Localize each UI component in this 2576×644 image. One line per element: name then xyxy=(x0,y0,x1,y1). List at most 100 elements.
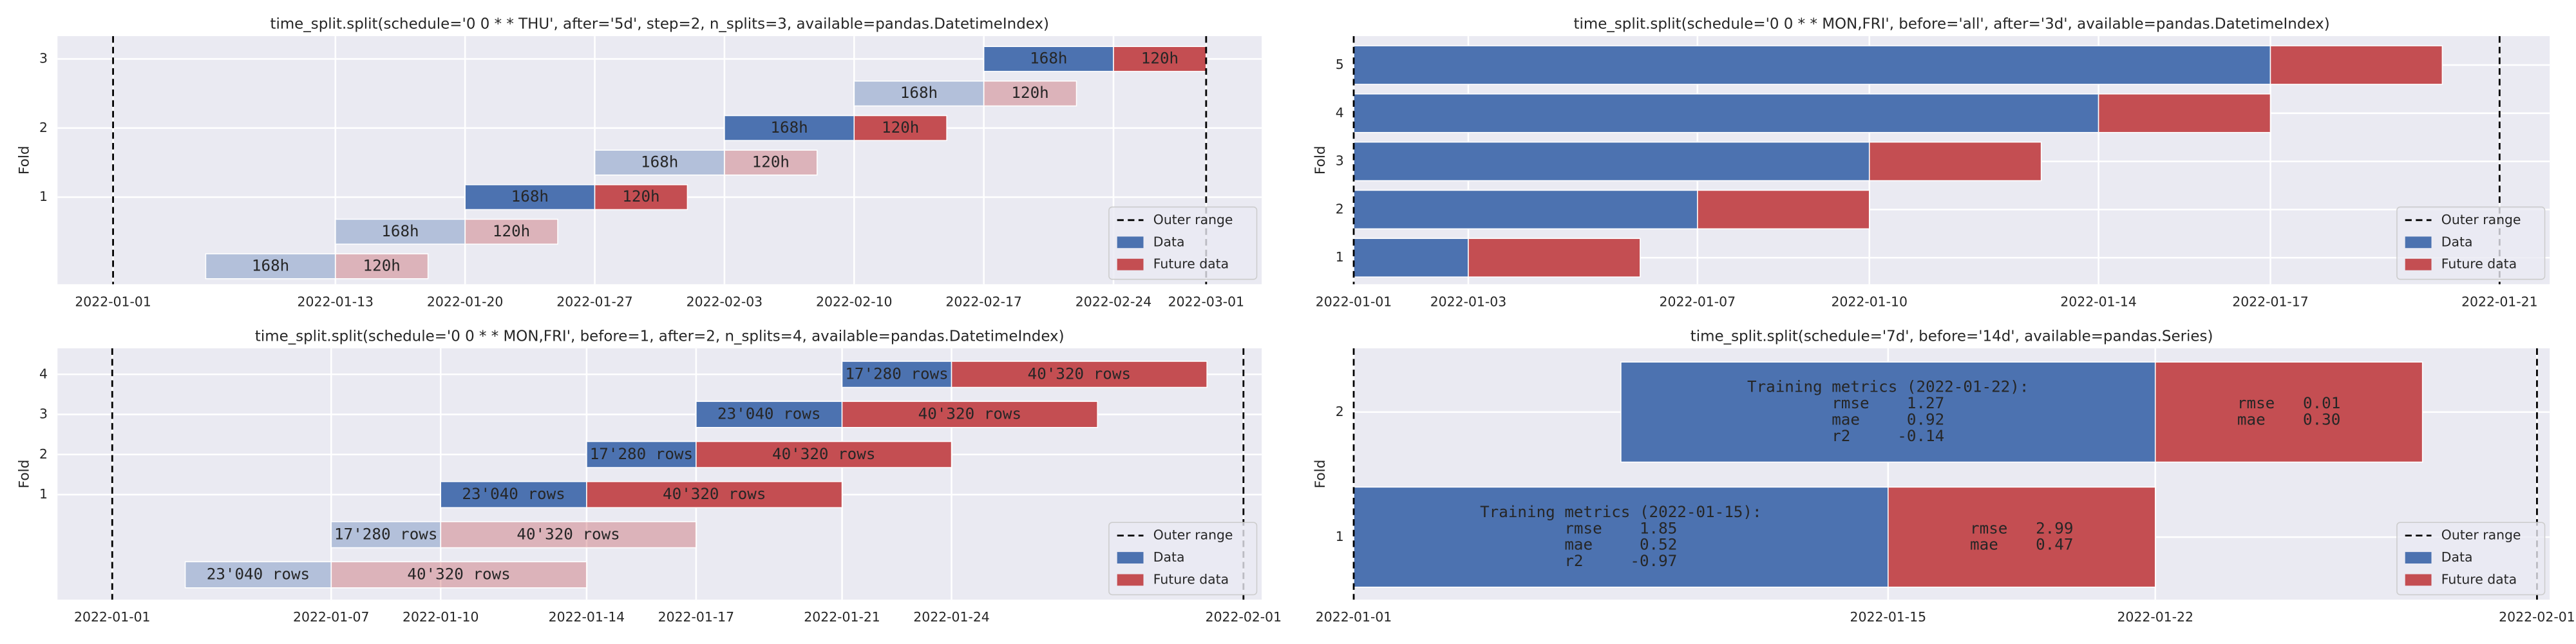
bar-label: r2 -0.97 xyxy=(1480,552,1677,570)
bar xyxy=(1353,45,2271,85)
x-tick-label: 2022-01-07 xyxy=(1660,294,1736,309)
bar-label: rmse 1.27 xyxy=(1747,394,1944,412)
y-axis-label: Fold xyxy=(1312,146,1329,175)
x-tick-label: 2022-01-21 xyxy=(2461,294,2538,309)
bar xyxy=(440,521,697,549)
chart-title: time_split.split(schedule='0 0 * * MON,F… xyxy=(1574,16,2330,33)
x-tick-label: 2022-01-01 xyxy=(1316,294,1392,309)
y-tick-label: 2 xyxy=(1336,404,1344,419)
bar-label: 168h xyxy=(1030,50,1067,68)
y-tick-label: 1 xyxy=(39,189,48,204)
y-tick-label: 1 xyxy=(39,486,48,502)
bar-label: 40'320 rows xyxy=(1028,365,1131,383)
x-tick-label: 2022-01-21 xyxy=(804,609,880,625)
bar xyxy=(853,115,947,141)
x-tick-label: 2022-01-01 xyxy=(74,609,151,625)
legend-label: Outer range xyxy=(2441,527,2521,543)
x-tick-label: 2022-01-13 xyxy=(298,294,374,309)
bar xyxy=(1468,238,1641,278)
bar-label: 23'040 rows xyxy=(717,405,820,423)
legend-label: Data xyxy=(2441,549,2473,565)
legend-label: Data xyxy=(1153,549,1185,565)
bar-label: rmse 0.01 xyxy=(2237,394,2340,412)
legend-box xyxy=(1108,522,1258,596)
bar-label: rmse 1.85 xyxy=(1480,519,1677,537)
plot-background xyxy=(57,36,1262,285)
bar xyxy=(594,184,688,211)
legend-label: Future data xyxy=(1153,572,1229,587)
x-tick-label: 2022-02-01 xyxy=(1206,609,1282,625)
bar xyxy=(464,218,558,245)
y-tick-label: 2 xyxy=(39,120,48,135)
bar xyxy=(724,149,818,176)
legend-swatch xyxy=(1117,258,1144,270)
bar-label: 40'320 rows xyxy=(407,565,510,583)
y-axis-label: Fold xyxy=(16,146,32,175)
bar-label: 17'280 rows xyxy=(334,525,437,543)
x-tick-label: 2022-01-10 xyxy=(1831,294,1908,309)
bar-label: 40'320 rows xyxy=(663,485,766,503)
chart-title: time_split.split(schedule='0 0 * * THU',… xyxy=(270,16,1049,33)
y-tick-label: 1 xyxy=(1336,249,1344,265)
bar xyxy=(841,361,952,388)
legend-label: Future data xyxy=(2441,256,2517,272)
y-tick-label: 3 xyxy=(1336,153,1344,169)
bar xyxy=(1353,189,1698,230)
chart-title: time_split.split(schedule='0 0 * * MON,F… xyxy=(255,328,1065,345)
y-tick-label: 4 xyxy=(39,366,48,381)
x-tick-label: 2022-02-17 xyxy=(945,294,1022,309)
bar-label: 23'040 rows xyxy=(462,485,565,503)
bar xyxy=(853,80,985,107)
bar-label: 120h xyxy=(1141,50,1179,68)
bar-label: Training metrics (2022-01-22): xyxy=(1747,378,2029,396)
y-axis-label: Fold xyxy=(1312,460,1329,489)
x-tick-label: 2022-01-24 xyxy=(913,609,990,625)
bar-label: 168h xyxy=(641,153,678,171)
x-tick-label: 2022-01-01 xyxy=(1316,609,1392,625)
legend-label: Data xyxy=(1153,234,1185,249)
bar xyxy=(1620,361,2156,463)
bar-label: 120h xyxy=(752,153,790,171)
bar xyxy=(2269,45,2443,85)
bar-label: 168h xyxy=(381,222,419,240)
bar-label: mae 0.92 xyxy=(1747,411,1944,429)
subplot: 2022-01-01 2022-01-07 2022-01-10 2022-01-14… xyxy=(16,328,1282,625)
legend-swatch xyxy=(1117,574,1144,586)
x-tick-label: 2022-02-24 xyxy=(1075,294,1152,309)
y-axis-label: Fold xyxy=(16,460,32,489)
bar-label: 40'320 rows xyxy=(918,405,1021,423)
x-tick-label: 2022-02-03 xyxy=(687,294,763,309)
legend-label: Future data xyxy=(2441,572,2517,587)
x-tick-label: 2022-01-20 xyxy=(427,294,504,309)
bar xyxy=(586,481,843,509)
x-tick-label: 2022-01-01 xyxy=(75,294,151,309)
legend-label: Data xyxy=(2441,234,2473,249)
chart-title: time_split.split(schedule='7d', before='… xyxy=(1690,328,2213,345)
bar xyxy=(330,521,442,549)
legend-swatch xyxy=(1117,236,1144,249)
x-tick-label: 2022-03-01 xyxy=(1168,294,1245,309)
y-tick-label: 2 xyxy=(39,446,48,462)
legend-label: Outer range xyxy=(2441,212,2521,227)
x-tick-label: 2022-01-27 xyxy=(556,294,633,309)
legend-box xyxy=(2396,522,2546,596)
bar xyxy=(335,253,429,279)
bar xyxy=(1353,93,2099,133)
bar xyxy=(464,184,596,211)
y-tick-label: 3 xyxy=(39,51,48,66)
bar-label: mae 0.30 xyxy=(2237,411,2340,429)
x-tick-label: 2022-01-17 xyxy=(658,609,735,625)
subplot: 2022-01-01 2022-01-13 2022-01-20 2022-01-27… xyxy=(16,16,1262,309)
bar xyxy=(1353,141,1870,182)
bar xyxy=(1888,486,2156,588)
legend-swatch xyxy=(2405,236,2432,249)
bar xyxy=(1353,486,1889,588)
bar-label: 120h xyxy=(363,256,401,274)
x-tick-label: 2022-01-17 xyxy=(2232,294,2309,309)
x-tick-label: 2022-02-10 xyxy=(816,294,893,309)
bar-label: rmse 2.99 xyxy=(1970,519,2073,537)
legend-box xyxy=(1108,206,1258,280)
bar-label: 120h xyxy=(1011,84,1048,102)
